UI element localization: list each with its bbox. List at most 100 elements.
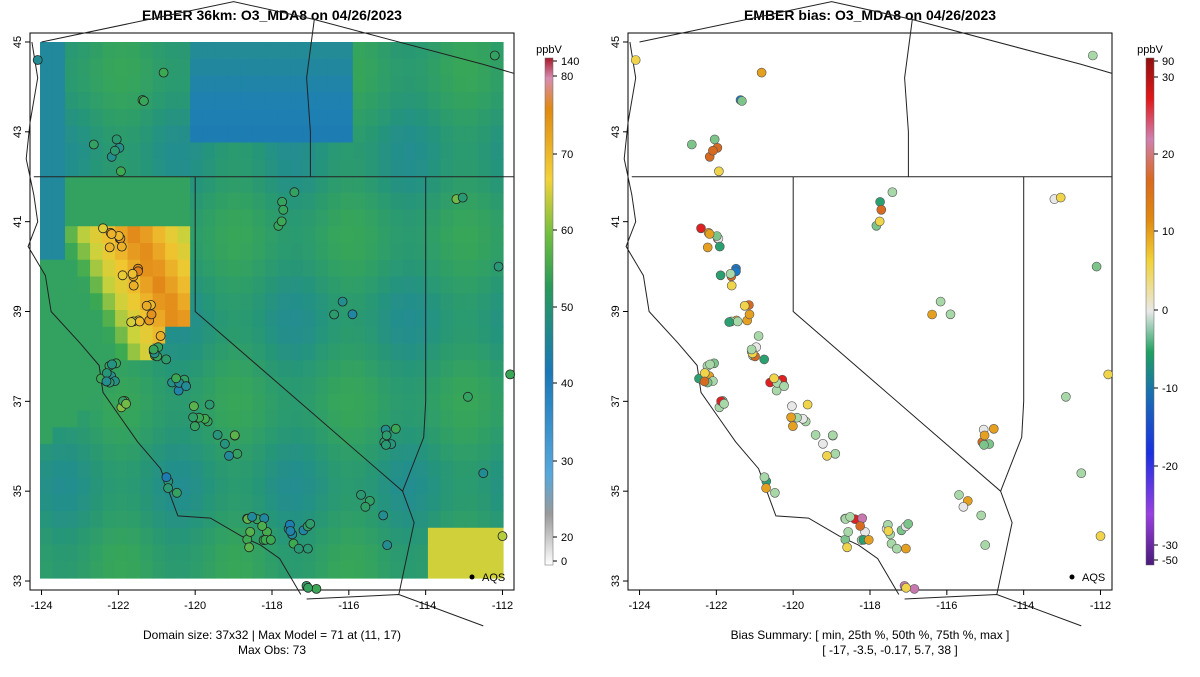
grid-cell xyxy=(477,494,492,512)
grid-cell xyxy=(302,561,316,579)
grid-cell xyxy=(77,460,91,479)
grid-cell xyxy=(390,310,404,328)
grid-cell xyxy=(177,176,191,194)
grid-cell xyxy=(215,494,229,512)
grid-cell xyxy=(477,360,492,378)
grid-cell xyxy=(365,326,379,345)
bias-marker xyxy=(696,223,706,234)
grid-cell xyxy=(65,176,79,194)
grid-cell xyxy=(90,511,104,529)
grid-cell xyxy=(90,494,104,512)
grid-cell xyxy=(177,393,191,412)
colorbar-tick-label: 10 xyxy=(1162,226,1174,238)
grid-cell xyxy=(490,310,504,328)
grid-cell xyxy=(352,109,366,127)
grid-cell xyxy=(327,125,341,144)
grid-cell xyxy=(377,494,391,512)
grid-cell xyxy=(102,410,116,428)
grid-cell xyxy=(40,209,54,227)
grid-cell xyxy=(265,293,279,311)
grid-cell xyxy=(490,477,504,495)
grid-cell xyxy=(65,427,79,445)
station-marker xyxy=(146,309,157,320)
colorbar-tick-label: 60 xyxy=(561,225,573,237)
grid-cell xyxy=(227,259,241,278)
grid-cell xyxy=(365,243,379,261)
grid-cell xyxy=(227,176,241,194)
bias-marker xyxy=(901,543,911,554)
grid-cell xyxy=(302,142,316,160)
grid-cell xyxy=(290,226,304,244)
grid-cell xyxy=(465,58,479,77)
grid-cell xyxy=(277,75,291,93)
grid-cell xyxy=(252,460,266,479)
grid-cell xyxy=(202,444,216,462)
grid-cell xyxy=(227,511,241,529)
grid-cell xyxy=(52,293,66,311)
grid-cell xyxy=(365,527,379,546)
grid-cell xyxy=(315,527,329,546)
grid-cell xyxy=(240,125,254,144)
grid-cell xyxy=(227,360,241,378)
grid-cell xyxy=(477,276,492,294)
bias-marker xyxy=(830,448,841,459)
grid-cell xyxy=(440,259,454,278)
grid-cell xyxy=(152,176,166,194)
grid-cell xyxy=(440,544,454,562)
grid-cell xyxy=(340,393,354,412)
grid-cell xyxy=(477,326,492,345)
grid-cell xyxy=(77,477,91,495)
grid-cell xyxy=(440,393,454,412)
grid-cell xyxy=(365,393,379,412)
colorbar-tick-label: -20 xyxy=(1162,461,1178,473)
grid-cell xyxy=(152,477,166,495)
grid-cell xyxy=(52,544,66,562)
grid-cell xyxy=(240,42,254,60)
grid-cell xyxy=(252,176,266,194)
station-marker xyxy=(32,55,43,65)
grid-cell xyxy=(340,527,354,546)
grid-cell xyxy=(290,293,304,311)
bias-marker xyxy=(818,438,828,449)
grid-cell xyxy=(365,176,379,194)
grid-cell xyxy=(315,377,329,395)
grid-cell xyxy=(115,75,129,93)
grid-cell xyxy=(377,410,391,428)
grid-cell xyxy=(352,243,366,261)
grid-cell xyxy=(415,360,429,378)
station-marker xyxy=(117,270,128,281)
station-marker xyxy=(171,487,182,498)
grid-cell xyxy=(52,477,66,495)
grid-cell xyxy=(290,42,304,60)
grid-cell xyxy=(327,109,341,127)
grid-cell xyxy=(340,410,354,428)
grid-cell xyxy=(302,58,316,77)
grid-cell xyxy=(415,427,429,445)
grid-cell xyxy=(152,92,166,110)
bias-marker xyxy=(705,359,715,370)
grid-cell xyxy=(327,159,341,177)
grid-cell xyxy=(277,226,291,244)
grid-cell xyxy=(65,259,79,278)
grid-cell xyxy=(340,511,354,529)
grid-cell xyxy=(290,259,304,278)
grid-cell xyxy=(152,226,166,244)
station-marker xyxy=(212,429,223,440)
grid-cell xyxy=(240,343,254,361)
grid-cell xyxy=(152,209,166,227)
grid-cell xyxy=(202,477,216,495)
grid-cell xyxy=(227,109,241,127)
grid-cell xyxy=(152,259,166,278)
grid-cell xyxy=(177,75,191,93)
grid-cell xyxy=(265,343,279,361)
grid-cell xyxy=(315,477,329,495)
grid-cell xyxy=(40,159,54,177)
station-marker xyxy=(134,316,145,327)
grid-cell xyxy=(302,477,316,495)
grid-cell xyxy=(52,209,66,227)
grid-cell xyxy=(165,142,179,160)
grid-cell xyxy=(352,561,366,579)
bias-marker xyxy=(901,582,911,593)
grid-cell xyxy=(477,75,492,93)
